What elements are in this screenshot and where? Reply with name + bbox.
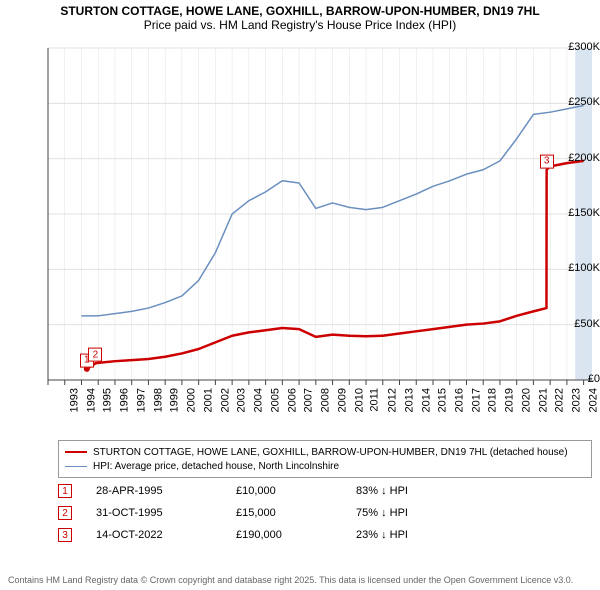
x-tick-label: 2013 [403, 388, 415, 412]
legend: STURTON COTTAGE, HOWE LANE, GOXHILL, BAR… [58, 440, 592, 478]
y-tick-label: £50K [556, 318, 600, 330]
event-price: £190,000 [236, 529, 356, 541]
x-tick-label: 2003 [236, 388, 248, 412]
x-tick-label: 2009 [336, 388, 348, 412]
x-tick-label: 2005 [269, 388, 281, 412]
chart-event-marker: 3 [540, 154, 554, 168]
y-tick-label: £200K [556, 152, 600, 164]
x-tick-label: 2020 [520, 388, 532, 412]
legend-label: HPI: Average price, detached house, Nort… [93, 461, 339, 472]
legend-label: STURTON COTTAGE, HOWE LANE, GOXHILL, BAR… [93, 447, 568, 458]
x-tick-label: 2019 [504, 388, 516, 412]
x-tick-label: 2018 [487, 388, 499, 412]
x-tick-label: 1996 [119, 388, 131, 412]
legend-swatch [65, 451, 87, 453]
x-tick-label: 2000 [186, 388, 198, 412]
x-tick-label: 2010 [353, 388, 365, 412]
event-date: 28-APR-1995 [96, 485, 236, 497]
event-price: £10,000 [236, 485, 356, 497]
chart-area: £0 £50K £100K £150K £200K £250K £300K 1993 1994… [0, 40, 600, 435]
x-tick-label: 2024 [587, 388, 599, 412]
event-date: 14-OCT-2022 [96, 529, 236, 541]
x-tick-label: 2012 [387, 388, 399, 412]
x-tick-label: 1995 [102, 388, 114, 412]
event-price: £15,000 [236, 507, 356, 519]
x-tick-label: 1999 [169, 388, 181, 412]
x-tick-label: 2008 [320, 388, 332, 412]
x-tick-label: 2014 [420, 388, 432, 412]
x-tick-label: 2017 [470, 388, 482, 412]
x-tick-label: 1994 [85, 388, 97, 412]
y-tick-label: £250K [556, 96, 600, 108]
event-row: 1 28-APR-1995£10,00083% ↓ HPI [58, 480, 592, 502]
legend-swatch [65, 466, 87, 467]
y-tick-label: £0 [556, 373, 600, 385]
x-tick-label: 2001 [202, 388, 214, 412]
x-tick-label: 2023 [571, 388, 583, 412]
event-delta: 23% ↓ HPI [356, 529, 496, 541]
event-marker: 3 [58, 528, 72, 542]
chart-svg [0, 40, 600, 435]
x-tick-label: 2021 [537, 388, 549, 412]
title-line2: Price paid vs. HM Land Registry's House … [8, 18, 592, 32]
chart-title-block: STURTON COTTAGE, HOWE LANE, GOXHILL, BAR… [0, 0, 600, 34]
event-row: 3 14-OCT-2022£190,00023% ↓ HPI [58, 524, 592, 546]
event-row: 2 31-OCT-1995£15,00075% ↓ HPI [58, 502, 592, 524]
event-marker: 2 [58, 506, 72, 520]
x-tick-label: 1997 [135, 388, 147, 412]
legend-item: HPI: Average price, detached house, Nort… [65, 459, 585, 473]
x-tick-label: 2002 [219, 388, 231, 412]
x-tick-label: 2004 [253, 388, 265, 412]
event-marker: 1 [58, 484, 72, 498]
x-tick-label: 2011 [369, 388, 381, 412]
events-table: 1 28-APR-1995£10,00083% ↓ HPI 2 31-OCT-1995… [58, 480, 592, 546]
x-tick-label: 2015 [437, 388, 449, 412]
x-tick-label: 2006 [286, 388, 298, 412]
event-date: 31-OCT-1995 [96, 507, 236, 519]
legend-item: STURTON COTTAGE, HOWE LANE, GOXHILL, BAR… [65, 445, 585, 459]
x-tick-label: 2007 [303, 388, 315, 412]
event-delta: 75% ↓ HPI [356, 507, 496, 519]
chart-event-marker: 2 [88, 348, 102, 362]
x-tick-label: 2016 [453, 388, 465, 412]
y-tick-label: £100K [556, 262, 600, 274]
footer-attribution: Contains HM Land Registry data © Crown c… [8, 575, 592, 586]
title-line1: STURTON COTTAGE, HOWE LANE, GOXHILL, BAR… [8, 4, 592, 18]
x-tick-label: 1998 [152, 388, 164, 412]
x-tick-label: 1993 [68, 388, 80, 412]
y-tick-label: £150K [556, 207, 600, 219]
y-tick-label: £300K [556, 41, 600, 53]
x-tick-label: 2022 [554, 388, 566, 412]
event-delta: 83% ↓ HPI [356, 485, 496, 497]
